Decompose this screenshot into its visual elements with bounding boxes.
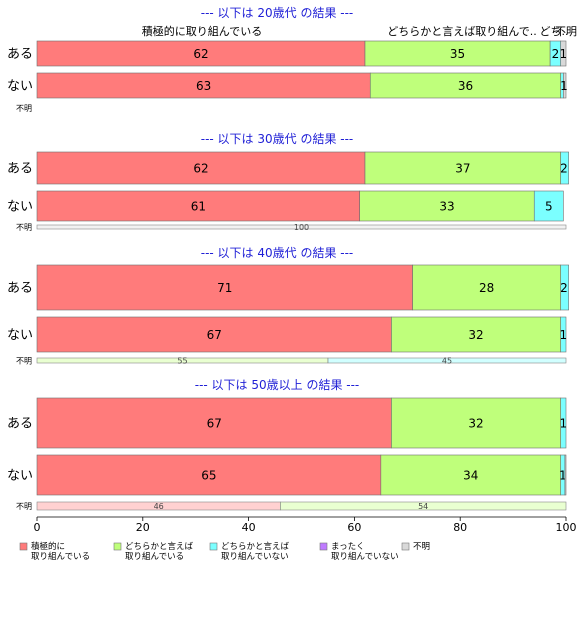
data-label: 2 <box>560 162 568 176</box>
data-label: 65 <box>201 469 216 483</box>
bar-segment <box>36 316 392 353</box>
unknown-bar-segment <box>36 224 567 230</box>
data-label: 1 <box>560 328 568 342</box>
data-label: 63 <box>196 79 211 93</box>
bar-segment <box>391 397 562 449</box>
bar-segment <box>560 316 567 353</box>
unknown-data-label: 54 <box>418 502 428 511</box>
data-label: 37 <box>455 162 470 176</box>
bar-segment <box>380 454 562 496</box>
data-label: 62 <box>193 47 208 61</box>
data-label: 71 <box>217 281 232 295</box>
legend-swatch <box>113 542 122 551</box>
group-title: --- 以下は 50歳以上 の結果 --- <box>195 378 360 392</box>
row-label: ある <box>7 162 33 177</box>
x-tick-label: 60 <box>347 521 361 534</box>
data-label: 35 <box>450 47 465 61</box>
unknown-row-label: 不明 <box>16 223 32 232</box>
column-header: 不明 <box>555 25 577 38</box>
x-tick-label: 40 <box>242 521 256 534</box>
x-tick-label: 20 <box>136 521 150 534</box>
data-label: 62 <box>193 162 208 176</box>
legend-swatch <box>19 542 28 551</box>
x-tick-label: 80 <box>453 521 467 534</box>
legend-swatch <box>319 542 328 551</box>
data-label: 1 <box>560 417 568 431</box>
legend-label: 積極的に <box>31 541 65 552</box>
data-label: 36 <box>458 79 473 93</box>
data-label: 61 <box>191 200 206 214</box>
row-label: ある <box>7 47 33 62</box>
legend-label: どちらかと言えば <box>125 541 194 552</box>
data-label: 1 <box>560 79 568 93</box>
unknown-bar-segment <box>280 501 567 511</box>
unknown-data-label: 45 <box>442 357 452 366</box>
bar-segment <box>564 454 567 496</box>
bar-segment <box>560 40 567 67</box>
data-label: 1 <box>559 469 567 483</box>
data-label: 2 <box>552 47 560 61</box>
bar-segment <box>36 72 371 99</box>
bar-segment <box>560 264 569 311</box>
unknown-data-label: 46 <box>154 502 164 511</box>
data-label: 1 <box>560 47 568 61</box>
unknown-data-label: 100 <box>294 223 309 232</box>
legend-label: 取り組んでいる <box>31 551 90 562</box>
x-tick-label: 0 <box>34 521 41 534</box>
row-label: ある <box>7 417 33 432</box>
bar-segment <box>36 151 366 185</box>
legend-label: 取り組んでいる <box>125 551 184 562</box>
group-title: --- 以下は 30歳代 の結果 --- <box>201 132 354 146</box>
legend-label: まったく <box>331 542 365 552</box>
legend-label: どちらかと言えば <box>221 541 290 552</box>
unknown-row-label: 不明 <box>16 104 32 113</box>
data-label: 67 <box>207 328 222 342</box>
bar-segment <box>359 190 535 222</box>
bar-segment <box>563 72 567 99</box>
row-label: ない <box>7 328 33 343</box>
data-label: 2 <box>560 281 568 295</box>
bar-segment <box>533 190 564 222</box>
column-header: どち.. <box>540 25 569 38</box>
row-label: ない <box>7 200 33 215</box>
legend-swatch <box>401 542 410 551</box>
group-title: --- 以下は 20歳代 の結果 --- <box>201 6 354 20</box>
bar-segment <box>412 264 562 311</box>
column-header: 積極的に取り組んでいる <box>142 24 262 38</box>
data-label: 28 <box>479 281 494 295</box>
bar-segment <box>364 40 551 67</box>
bar-segment <box>36 454 382 496</box>
row-label: ない <box>7 79 33 94</box>
bar-segment <box>560 151 569 185</box>
bar-segment <box>36 190 360 222</box>
unknown-bar-segment <box>327 357 567 364</box>
x-tick-label: 100 <box>556 521 577 534</box>
data-label: 33 <box>439 200 454 214</box>
unknown-row-label: 不明 <box>16 502 32 511</box>
group-title: --- 以下は 40歳代 の結果 --- <box>201 246 354 260</box>
bar-segment <box>391 316 562 353</box>
data-label: 34 <box>463 469 478 483</box>
data-label: 67 <box>207 417 222 431</box>
unknown-row-label: 不明 <box>16 357 32 366</box>
row-label: ある <box>7 281 33 296</box>
column-header: どちらかと言えば取り組んで.. <box>387 25 536 38</box>
legend-label: 取り組んでいない <box>331 551 399 562</box>
bar-segment <box>36 264 413 311</box>
data-label: 5 <box>545 200 553 214</box>
legend-label: 取り組んでいない <box>221 551 289 562</box>
data-label: 32 <box>468 328 483 342</box>
unknown-data-label: 55 <box>177 357 187 366</box>
legend-label: 不明 <box>413 542 430 552</box>
bar-segment <box>36 397 392 449</box>
legend-swatch <box>209 542 218 551</box>
row-label: ない <box>7 469 33 484</box>
bar-segment <box>560 397 567 449</box>
data-label: 32 <box>468 417 483 431</box>
bar-segment <box>369 72 562 99</box>
